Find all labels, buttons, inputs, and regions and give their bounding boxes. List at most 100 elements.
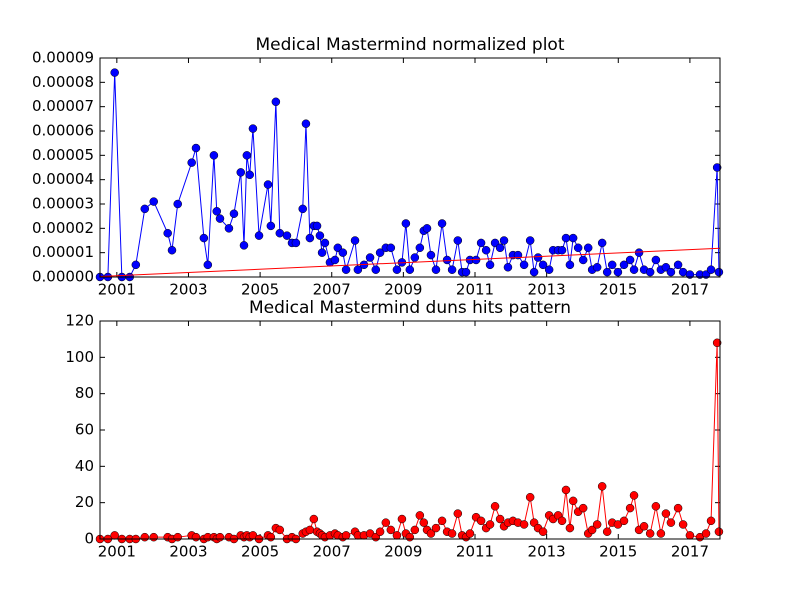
y-tick-label: 40: [75, 457, 94, 475]
data-point: [315, 231, 325, 240]
x-tick-label: 2017: [671, 281, 709, 299]
data-point: [706, 265, 716, 274]
x-tick-label: 2007: [313, 281, 351, 299]
data-point: [597, 238, 607, 248]
axes-frame: [99, 57, 721, 278]
data-point: [248, 124, 258, 133]
x-tick-label: 2013: [528, 281, 566, 299]
data-point: [191, 532, 201, 542]
data-point: [568, 233, 578, 243]
data-point: [629, 265, 639, 274]
data-point: [561, 233, 571, 243]
x-tick-label: 2011: [456, 281, 494, 299]
data-point: [320, 238, 330, 248]
data-point: [461, 267, 471, 277]
data-point: [392, 531, 402, 540]
data-point: [140, 532, 150, 542]
data-point: [415, 511, 425, 520]
data-point: [392, 265, 402, 274]
data-point: [212, 207, 222, 216]
data-point: [401, 219, 411, 228]
data-point: [625, 255, 635, 265]
x-tick-label: 2017: [671, 543, 709, 561]
data-point: [312, 221, 322, 231]
data-point: [525, 236, 535, 245]
x-tick-label: 2009: [384, 281, 422, 299]
data-point: [426, 250, 436, 260]
data-point: [613, 267, 623, 277]
data-point: [592, 263, 602, 272]
data-point: [419, 518, 429, 527]
data-point: [375, 527, 385, 536]
data-point: [519, 260, 529, 270]
data-point: [203, 260, 213, 270]
data-point: [266, 532, 276, 542]
data-point: [525, 492, 535, 502]
data-point: [437, 516, 447, 526]
data-point: [607, 260, 617, 270]
data-point: [242, 151, 252, 160]
data-point: [495, 514, 505, 524]
data-point: [476, 238, 486, 248]
data-point: [619, 260, 629, 270]
y-tick-label: 0.00008: [32, 73, 94, 91]
data-point: [405, 532, 415, 542]
data-point: [673, 260, 683, 270]
data-point: [538, 527, 548, 536]
data-point: [490, 502, 500, 511]
x-tick-label: 2003: [169, 281, 207, 299]
data-point: [485, 260, 495, 270]
data-point: [110, 68, 119, 77]
data-point: [495, 243, 505, 253]
data-point: [282, 231, 292, 240]
data-point: [245, 170, 254, 180]
data-point: [678, 520, 688, 529]
data-point: [301, 119, 311, 128]
x-tick-label: 2009: [384, 543, 422, 561]
data-point: [565, 523, 575, 533]
data-point: [341, 531, 351, 540]
data-point: [275, 525, 285, 535]
data-point: [481, 245, 491, 255]
data-point: [561, 485, 571, 495]
chart-title: Medical Mastermind duns hits pattern: [249, 298, 571, 318]
data-point: [224, 224, 234, 233]
y-tick-label: 0.00005: [32, 146, 94, 164]
data-point: [405, 265, 415, 274]
data-point: [173, 532, 182, 542]
data-point: [578, 255, 588, 265]
data-point: [173, 199, 182, 209]
y-tick-label: 0.00006: [32, 122, 94, 140]
data-point: [453, 236, 463, 245]
y-tick-label: 20: [75, 493, 94, 511]
data-point: [426, 529, 436, 538]
data-point: [629, 491, 639, 500]
data-point: [338, 248, 348, 257]
data-point: [298, 204, 307, 214]
data-point: [266, 221, 276, 231]
data-point: [371, 265, 381, 274]
data-point: [447, 265, 457, 274]
data-point: [375, 248, 385, 257]
data-point: [453, 509, 463, 518]
y-tick-label: 0.00003: [32, 195, 94, 213]
data-point: [442, 255, 452, 265]
data-point: [503, 263, 513, 272]
chart-title: Medical Mastermind normalized plot: [256, 35, 565, 55]
data-point: [587, 525, 597, 535]
data-point: [415, 243, 425, 253]
x-tick-label: 2011: [456, 543, 494, 561]
data-point: [447, 529, 457, 538]
data-point: [602, 527, 612, 536]
data-point: [317, 248, 327, 257]
y-tick-label: 80: [75, 384, 94, 402]
data-point: [619, 516, 629, 526]
y-tick-label: 0.00009: [32, 49, 94, 67]
axes-frame: [99, 320, 721, 540]
data-point: [199, 233, 209, 243]
data-point: [592, 520, 602, 529]
y-tick-label: 100: [65, 348, 94, 366]
x-tick-label: 2013: [528, 543, 566, 561]
y-tick-label: 0.00007: [32, 97, 94, 115]
